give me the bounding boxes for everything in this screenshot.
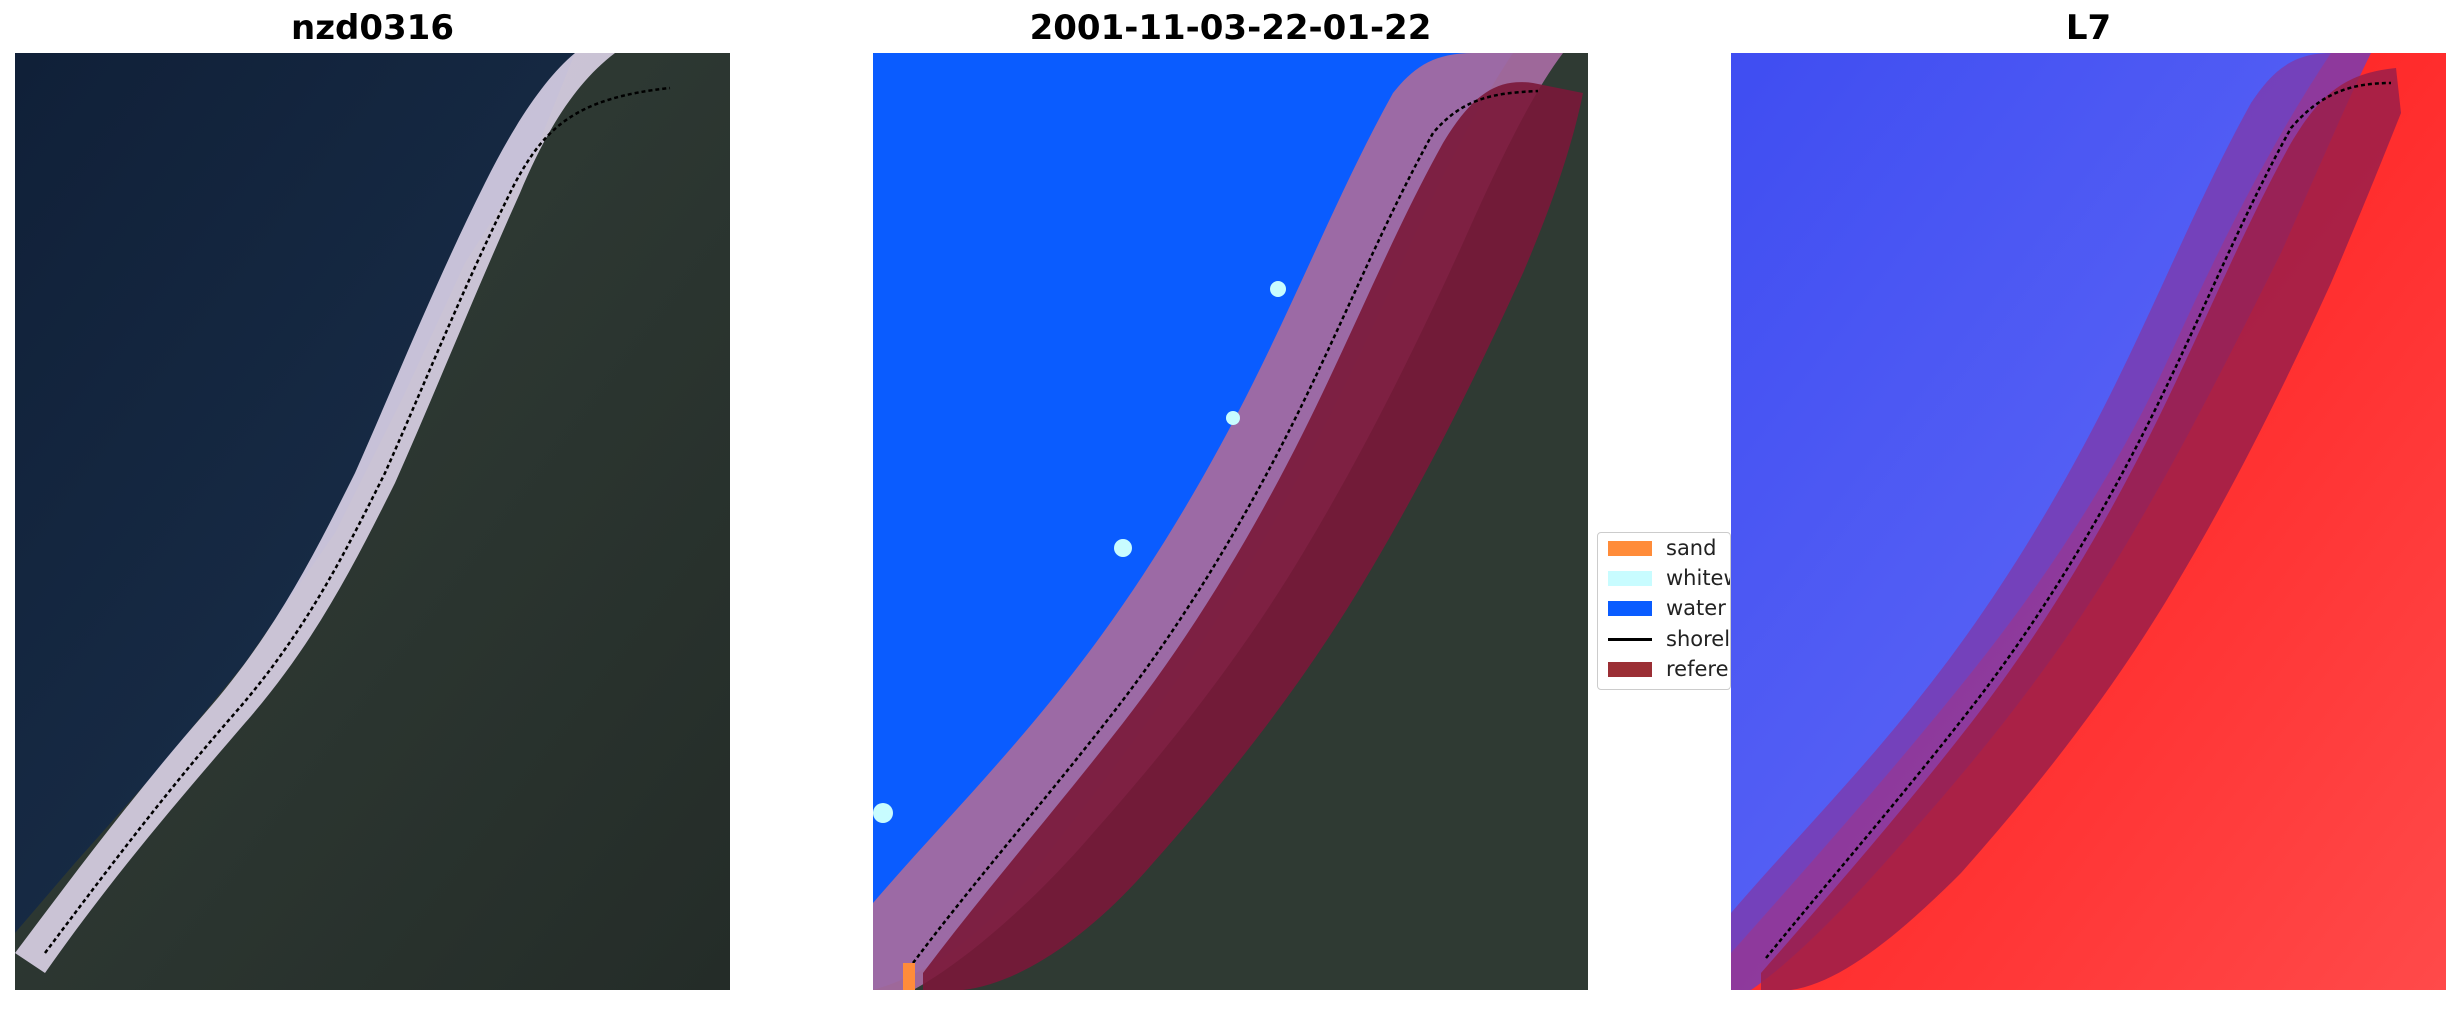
classified-image — [873, 53, 1588, 990]
surf-zone — [15, 53, 615, 973]
index-panel — [1731, 53, 2446, 990]
shoreline — [912, 89, 1539, 964]
legend-label: water — [1666, 596, 1726, 620]
reference-buffer-overlay-land — [923, 82, 1583, 990]
legend-label: sand — [1666, 536, 1717, 560]
rgb-image — [15, 53, 730, 990]
legend-swatch — [1608, 601, 1652, 616]
legend-swatch — [1608, 541, 1652, 556]
whitewater-class — [1226, 411, 1240, 425]
legend-line — [1608, 638, 1652, 641]
whitewater-class — [1270, 281, 1286, 297]
shoreline — [44, 86, 671, 954]
shoreline — [1765, 81, 2392, 959]
panel-title-satellite: L7 — [2065, 8, 2112, 48]
sand-class — [903, 963, 915, 990]
reference-buffer-overlay-sea — [1731, 53, 2371, 990]
legend-swatch — [1608, 571, 1652, 586]
reference-buffer-overlay-land — [1761, 68, 2401, 990]
panel-title-image-name: nzd0316 — [291, 8, 454, 48]
whitewater-class — [873, 803, 893, 823]
rgb-image-panel — [15, 53, 730, 990]
legend-label: shorel — [1666, 627, 1731, 651]
panel-title-date: 2001-11-03-22-01-22 — [1029, 8, 1432, 48]
legend-label: referen — [1666, 657, 1730, 681]
legend-item-reference: referen — [1598, 654, 1730, 684]
classification-panel — [873, 53, 1588, 990]
legend-item-shoreline: shorel — [1598, 624, 1731, 654]
whitewater-class — [1114, 539, 1132, 557]
legend-swatch — [1608, 662, 1652, 677]
legend-item-water: water — [1598, 593, 1730, 623]
index-image — [1731, 53, 2446, 990]
legend-item-sand: sand — [1598, 533, 1730, 563]
